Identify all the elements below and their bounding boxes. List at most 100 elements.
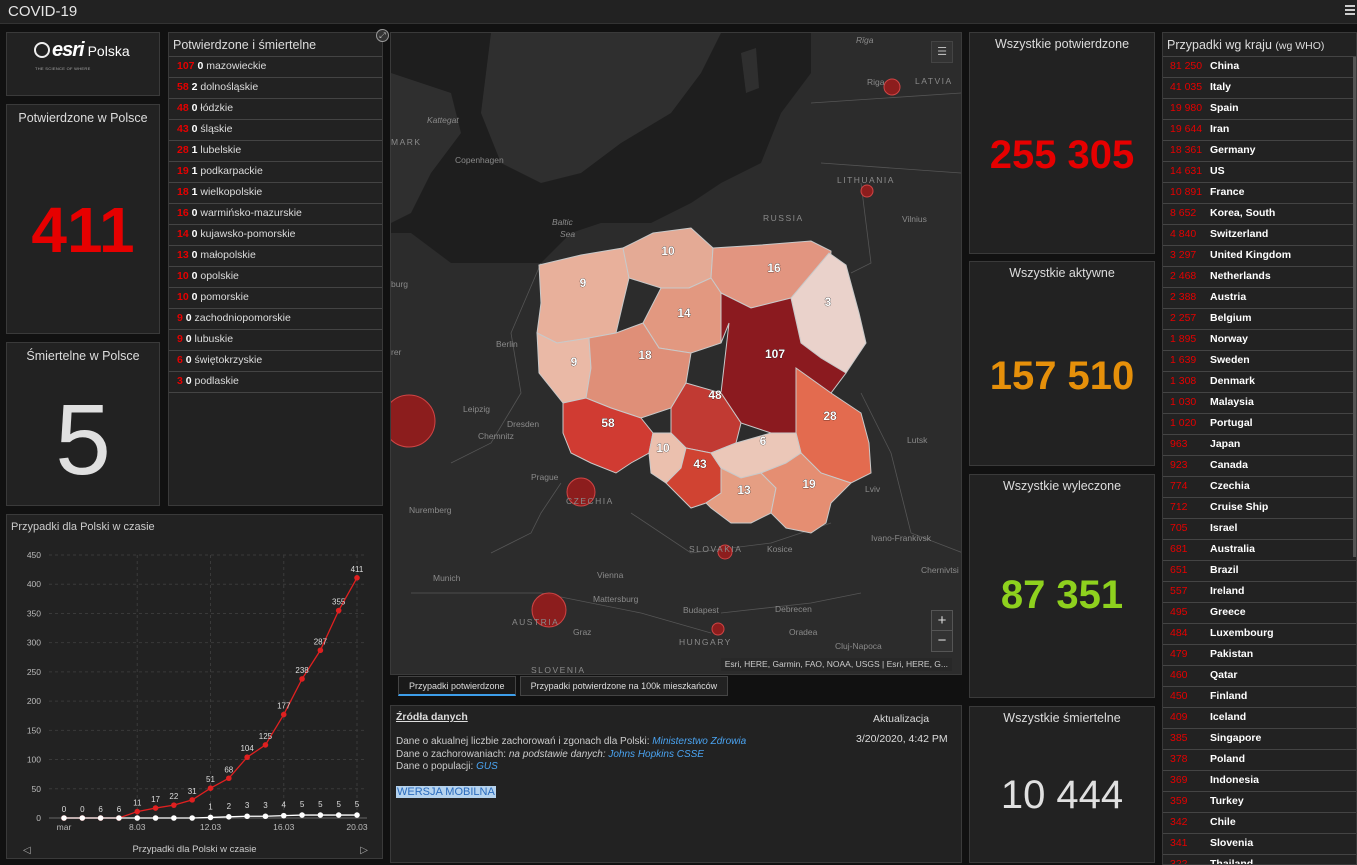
region-row[interactable]: 10 0 pomorskie bbox=[169, 288, 382, 309]
expand-icon[interactable]: ⤢ bbox=[376, 29, 389, 42]
region-row[interactable]: 43 0 śląskie bbox=[169, 120, 382, 141]
region-dolnoslaskie[interactable] bbox=[562, 397, 654, 474]
country-row[interactable]: 8 652 Korea, South bbox=[1163, 204, 1356, 225]
mobile-version-link[interactable]: WERSJA MOBILNA bbox=[396, 786, 496, 798]
country-row[interactable]: 10 891 France bbox=[1163, 183, 1356, 204]
country-row[interactable]: 1 895 Norway bbox=[1163, 330, 1356, 351]
region-row[interactable]: 6 0 świętokrzyskie bbox=[169, 351, 382, 372]
country-row[interactable]: 681 Australia bbox=[1163, 540, 1356, 561]
chevron-left-icon[interactable]: ◁ bbox=[23, 845, 31, 856]
country-name: Israel bbox=[1210, 522, 1238, 534]
country-row[interactable]: 4 840 Switzerland bbox=[1163, 225, 1356, 246]
country-row[interactable]: 14 631 US bbox=[1163, 162, 1356, 183]
circle-latvia[interactable] bbox=[883, 78, 901, 96]
country-row[interactable]: 651 Brazil bbox=[1163, 561, 1356, 582]
region-lubuskie[interactable] bbox=[536, 332, 592, 404]
country-row[interactable]: 557 Ireland bbox=[1163, 582, 1356, 603]
country-row[interactable]: 378 Poland bbox=[1163, 750, 1356, 771]
legend-list-icon[interactable]: ☰ bbox=[931, 41, 953, 63]
region-podkarpackie[interactable] bbox=[760, 452, 852, 534]
region-row[interactable]: 14 0 kujawsko-pomorskie bbox=[169, 225, 382, 246]
region-pomorskie[interactable] bbox=[622, 227, 714, 289]
ministry-link[interactable]: Ministerstwo Zdrowia bbox=[652, 736, 747, 747]
logo-panel: esri Polska THE SCIENCE OF WHERE bbox=[6, 32, 160, 96]
country-row[interactable]: 2 468 Netherlands bbox=[1163, 267, 1356, 288]
country-name: France bbox=[1210, 186, 1245, 198]
country-row[interactable]: 963 Japan bbox=[1163, 435, 1356, 456]
region-malopolskie[interactable] bbox=[705, 467, 777, 524]
label-dolnoslaskie: 58 bbox=[601, 416, 615, 430]
country-row[interactable]: 322 Thailand bbox=[1163, 855, 1356, 864]
country-list[interactable]: 81 250 China 41 035 Italy 19 980 Spain 19 644 I… bbox=[1163, 57, 1356, 864]
globe-icon bbox=[34, 42, 50, 58]
country-row[interactable]: 712 Cruise Ship bbox=[1163, 498, 1356, 519]
region-row[interactable]: 18 1 wielkopolskie bbox=[169, 183, 382, 204]
zoom-in-button[interactable]: + bbox=[932, 611, 952, 631]
circle-austria[interactable] bbox=[531, 592, 567, 628]
region-row[interactable]: 13 0 małopolskie bbox=[169, 246, 382, 267]
country-row[interactable]: 2 388 Austria bbox=[1163, 288, 1356, 309]
country-row[interactable]: 495 Greece bbox=[1163, 603, 1356, 624]
country-value: 460 bbox=[1170, 669, 1188, 681]
country-value: 3 297 bbox=[1170, 249, 1197, 261]
country-row[interactable]: 484 Luxembourg bbox=[1163, 624, 1356, 645]
country-row[interactable]: 369 Indonesia bbox=[1163, 771, 1356, 792]
hamburger-menu-icon[interactable] bbox=[1345, 5, 1355, 17]
country-row[interactable]: 705 Israel bbox=[1163, 519, 1356, 540]
region-row[interactable]: 10 0 opolskie bbox=[169, 267, 382, 288]
country-row[interactable]: 81 250 China bbox=[1163, 57, 1356, 78]
region-confirmed: 9 bbox=[177, 312, 183, 324]
country-name: Austria bbox=[1210, 291, 1247, 303]
map-canvas[interactable]: 10 16 9 14 3 107 18 9 48 28 58 6 10 43 1… bbox=[391, 33, 962, 675]
country-row[interactable]: 19 980 Spain bbox=[1163, 99, 1356, 120]
confirmed-point-label: 238 bbox=[295, 666, 309, 675]
tab-confirmed-per-100k[interactable]: Przypadki potwierdzone na 100k mieszkańc… bbox=[519, 676, 729, 696]
country-row[interactable]: 341 Slovenia bbox=[1163, 834, 1356, 855]
zoom-out-button[interactable]: − bbox=[937, 632, 947, 649]
country-row[interactable]: 2 257 Belgium bbox=[1163, 309, 1356, 330]
region-zachodniopomorskie[interactable] bbox=[536, 247, 630, 344]
deaths-point bbox=[61, 815, 67, 821]
chevron-right-icon[interactable]: ▷ bbox=[360, 845, 368, 856]
country-row[interactable]: 450 Finland bbox=[1163, 687, 1356, 708]
jhu-link[interactable]: Johns Hopkins CSSE bbox=[608, 749, 704, 760]
region-row[interactable]: 48 0 łódzkie bbox=[169, 99, 382, 120]
region-row[interactable]: 107 0 mazowieckie bbox=[169, 57, 382, 78]
country-row[interactable]: 1 639 Sweden bbox=[1163, 351, 1356, 372]
circle-hungary[interactable] bbox=[711, 622, 725, 636]
circle-germany[interactable] bbox=[391, 394, 436, 448]
country-list-scrollbar[interactable] bbox=[1353, 57, 1356, 557]
region-row[interactable]: 58 2 dolnośląskie bbox=[169, 78, 382, 99]
region-row[interactable]: 9 0 lubuskie bbox=[169, 330, 382, 351]
circle-lithuania[interactable] bbox=[860, 184, 874, 198]
map-attribution[interactable]: Esri, HERE, Garmin, FAO, NOAA, USGS | Es… bbox=[720, 658, 952, 671]
country-row[interactable]: 774 Czechia bbox=[1163, 477, 1356, 498]
map-view[interactable]: 10 16 9 14 3 107 18 9 48 28 58 6 10 43 1… bbox=[390, 32, 962, 675]
gus-link[interactable]: GUS bbox=[476, 761, 498, 772]
country-row[interactable]: 409 Iceland bbox=[1163, 708, 1356, 729]
country-row[interactable]: 1 030 Malaysia bbox=[1163, 393, 1356, 414]
region-row[interactable]: 16 0 warmińsko-mazurskie bbox=[169, 204, 382, 225]
region-row[interactable]: 3 0 podlaskie bbox=[169, 372, 382, 393]
country-row[interactable]: 1 020 Portugal bbox=[1163, 414, 1356, 435]
country-row[interactable]: 460 Qatar bbox=[1163, 666, 1356, 687]
circle-czechia[interactable] bbox=[566, 477, 596, 507]
country-row[interactable]: 385 Singapore bbox=[1163, 729, 1356, 750]
country-row[interactable]: 19 644 Iran bbox=[1163, 120, 1356, 141]
country-row[interactable]: 479 Pakistan bbox=[1163, 645, 1356, 666]
country-row[interactable]: 18 361 Germany bbox=[1163, 141, 1356, 162]
country-row[interactable]: 923 Canada bbox=[1163, 456, 1356, 477]
country-row[interactable]: 41 035 Italy bbox=[1163, 78, 1356, 99]
confirmed-point-label: 68 bbox=[224, 765, 233, 774]
tab-confirmed[interactable]: Przypadki potwierdzone bbox=[398, 676, 516, 696]
region-row[interactable]: 19 1 podkarpackie bbox=[169, 162, 382, 183]
circle-slovakia[interactable] bbox=[717, 544, 733, 560]
country-value: 705 bbox=[1170, 522, 1188, 534]
country-row[interactable]: 359 Turkey bbox=[1163, 792, 1356, 813]
region-row[interactable]: 28 1 lubelskie bbox=[169, 141, 382, 162]
country-row[interactable]: 1 308 Denmark bbox=[1163, 372, 1356, 393]
country-name: Japan bbox=[1210, 438, 1241, 450]
region-row[interactable]: 9 0 zachodniopomorskie bbox=[169, 309, 382, 330]
country-row[interactable]: 3 297 United Kingdom bbox=[1163, 246, 1356, 267]
country-row[interactable]: 342 Chile bbox=[1163, 813, 1356, 834]
